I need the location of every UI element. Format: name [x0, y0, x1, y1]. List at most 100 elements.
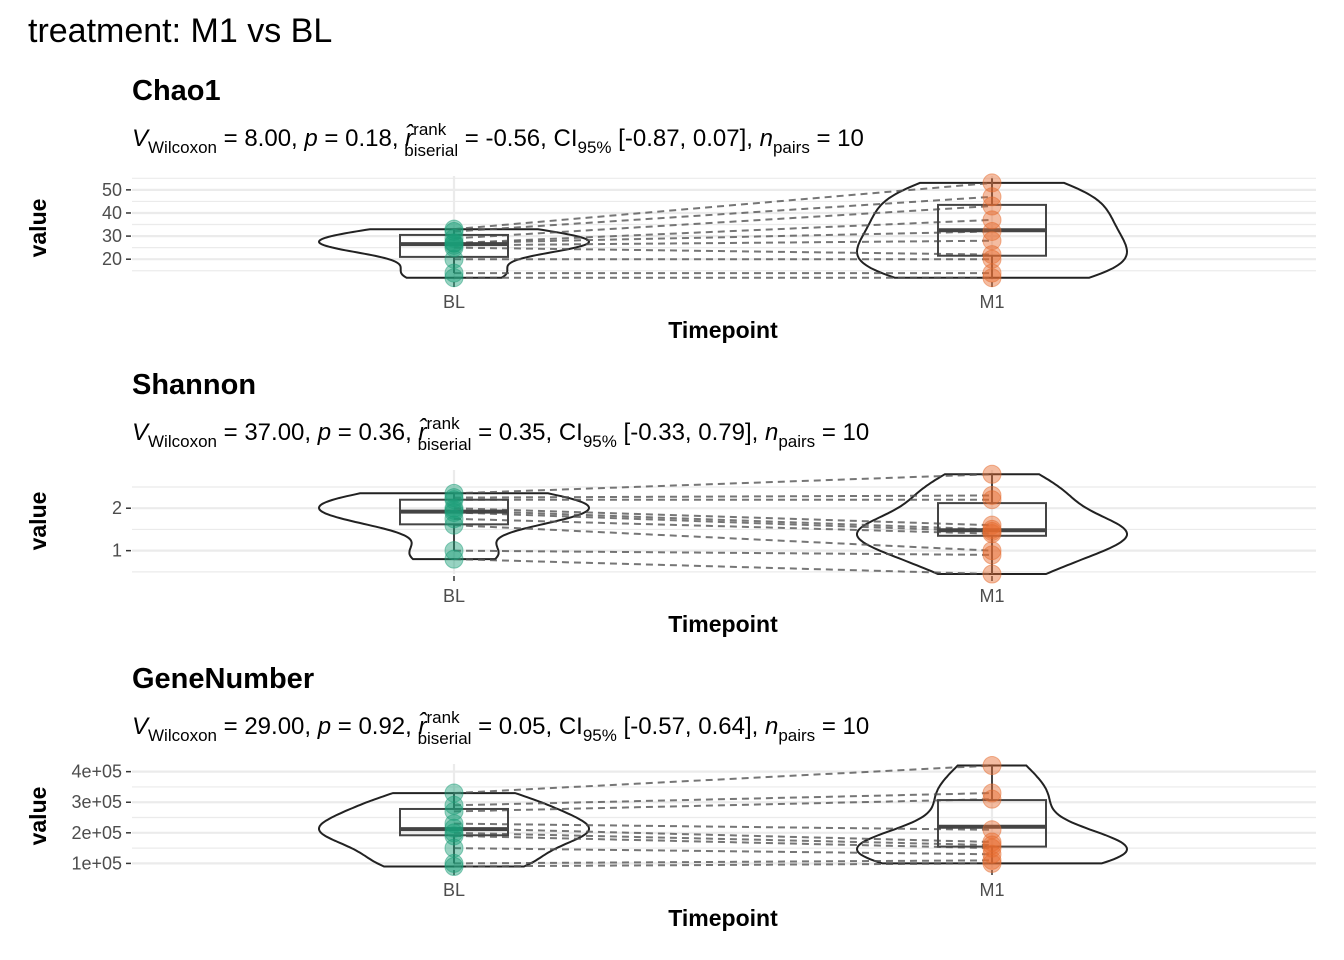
points-bl: [444, 783, 464, 876]
ci-value: [-0.57, 0.64],: [617, 713, 765, 740]
data-point: [982, 756, 1002, 776]
panel-title: Shannon: [132, 369, 256, 401]
r-symbol: r̂: [405, 124, 414, 152]
data-point: [444, 818, 464, 838]
x-axis-label: Timepoint: [668, 905, 778, 931]
n-sub: pairs: [778, 726, 815, 745]
box-m1: [937, 765, 1047, 864]
box-iqr: [937, 799, 1047, 848]
paired-lines: [453, 473, 993, 575]
box-m1: [937, 474, 1047, 574]
data-point: [444, 549, 464, 569]
stats-line: VWilcoxon = 29.00, p = 0.92, r̂rank biser…: [132, 708, 869, 748]
stat-sub: Wilcoxon: [148, 726, 217, 745]
r-sup: rank: [413, 120, 447, 139]
data-point: [982, 464, 1002, 484]
stat-symbol: V: [132, 419, 150, 446]
paired-line: [453, 246, 993, 256]
data-point: [982, 173, 1002, 193]
x-axis-label: Timepoint: [668, 317, 778, 343]
y-axis: 12: [112, 498, 131, 561]
paired-line: [453, 798, 993, 813]
y-tick-label: 50: [102, 180, 122, 200]
data-point: [444, 221, 464, 241]
points-m1: [982, 464, 1002, 584]
x-tick-label: BL: [443, 292, 465, 312]
x-axis: BL M1: [443, 870, 1005, 900]
data-point: [444, 515, 464, 535]
paired-line: [453, 473, 993, 495]
paired-line: [453, 524, 993, 552]
stats-line: VWilcoxon = 8.00, p = 0.18, r̂rank biseri…: [132, 120, 864, 160]
y-tick-label: 1e+05: [71, 853, 122, 873]
violin-bl: [317, 492, 591, 561]
box-m1: [937, 178, 1047, 278]
grid-lines: [132, 470, 1316, 574]
paired-line: [453, 181, 993, 231]
data-point: [444, 509, 464, 529]
data-point: [444, 483, 464, 503]
y-tick-label: 2: [112, 498, 122, 518]
data-point: [982, 545, 1002, 565]
points-m1: [982, 173, 1002, 288]
data-point: [982, 524, 1002, 544]
violin-bl: [317, 228, 591, 279]
y-tick-label: 1: [112, 541, 122, 561]
n-value: = 10: [815, 713, 869, 740]
data-point: [982, 783, 1002, 803]
r-value: = -0.56, CI: [458, 125, 577, 152]
grid-lines: [132, 764, 1316, 868]
p-symbol: p: [317, 419, 331, 446]
p-value: = 0.92,: [331, 713, 418, 740]
paired-line: [453, 862, 993, 868]
panel-chao1: Chao1 VWilcoxon = 8.00, p = 0.18, r̂rank…: [25, 75, 1316, 343]
n-symbol: n: [765, 419, 778, 446]
n-value: = 10: [815, 419, 869, 446]
x-axis: BL M1: [443, 576, 1005, 606]
data-point: [982, 789, 1002, 809]
n-sub: pairs: [778, 432, 815, 451]
r-value: = 0.35, CI: [471, 419, 582, 446]
grid-lines: [132, 176, 1316, 280]
n-symbol: n: [760, 125, 773, 152]
paired-lines: [453, 764, 993, 868]
stat-sub: Wilcoxon: [148, 138, 217, 157]
paired-line: [453, 494, 993, 499]
ci-value: [-0.33, 0.79],: [617, 419, 765, 446]
paired-line: [453, 507, 993, 527]
y-tick-label: 30: [102, 226, 122, 246]
n-value: = 10: [810, 125, 864, 152]
panel-title: Chao1: [132, 75, 221, 107]
figure-title: treatment: M1 vs BL: [28, 12, 332, 50]
data-point: [982, 268, 1002, 288]
y-tick-label: 40: [102, 203, 122, 223]
ci-value: [-0.87, 0.07],: [612, 125, 760, 152]
stat-value: = 29.00,: [217, 713, 318, 740]
violin-m1: [856, 473, 1128, 575]
ci-sub: 95%: [577, 138, 611, 157]
points-m1: [982, 756, 1002, 873]
stats-line: VWilcoxon = 37.00, p = 0.36, r̂rank biser…: [132, 414, 869, 454]
paired-line: [453, 827, 993, 843]
data-point: [982, 196, 1002, 216]
y-axis-label: value: [25, 492, 51, 551]
box-iqr: [399, 807, 509, 837]
n-symbol: n: [765, 713, 778, 740]
data-point: [444, 268, 464, 288]
p-symbol: p: [317, 713, 331, 740]
paired-line: [453, 517, 993, 535]
data-point: [982, 541, 1002, 561]
x-tick-label: M1: [979, 880, 1004, 900]
paired-line: [453, 230, 993, 245]
y-axis-label: value: [25, 199, 51, 258]
data-point: [982, 564, 1002, 584]
paired-line: [453, 195, 993, 233]
paired-line: [453, 847, 993, 856]
paired-line: [453, 834, 993, 850]
r-sup: rank: [427, 414, 461, 433]
p-value: = 0.36,: [331, 419, 418, 446]
stat-symbol: V: [132, 713, 150, 740]
r-sub: biserial: [404, 141, 458, 160]
data-point: [444, 856, 464, 876]
x-tick-label: M1: [979, 292, 1004, 312]
